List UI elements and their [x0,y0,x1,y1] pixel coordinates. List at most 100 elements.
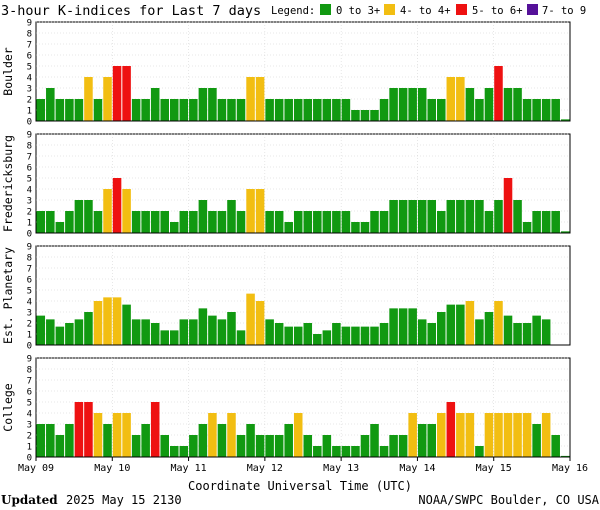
k-index-bar [112,66,122,121]
k-index-bar [417,200,427,233]
k-index-bar [141,319,150,345]
k-index-bar [322,435,332,457]
k-index-bar [532,424,541,457]
k-index-bar [74,200,84,233]
k-index-bar [551,435,560,457]
k-index-bar [475,99,484,121]
k-index-bar [322,211,332,233]
k-index-bar [522,222,532,233]
k-index-bar [389,435,398,457]
y-tick-label: 5 [27,399,32,409]
y-tick-label: 5 [27,175,32,185]
k-index-bar [179,211,189,233]
k-index-bar [503,178,513,233]
k-index-bar [360,110,370,121]
k-index-bar [255,189,265,233]
k-index-bar [398,308,408,345]
k-index-bar [408,308,417,345]
y-tick-label: 6 [27,164,32,174]
y-tick-label: 2 [27,432,32,442]
k-index-bar [456,304,465,345]
y-tick-label: 7 [27,377,32,387]
k-index-bar [93,413,103,457]
y-tick-label: 3 [27,309,32,319]
x-tick-label: May 14 [399,463,435,474]
k-index-bar [170,446,179,457]
k-index-bar [456,413,465,457]
k-index-bar [189,435,198,457]
k-index-bar [74,99,84,121]
y-tick-label: 4 [27,74,32,84]
k-index-bar [55,99,65,121]
k-index-bar [560,119,570,121]
k-index-bar [389,308,398,345]
k-index-bar [532,99,541,121]
y-tick-label: 9 [27,131,32,141]
k-index-bar [198,88,208,121]
k-index-bar [446,77,456,121]
k-index-bar [274,435,284,457]
k-index-bar [351,326,360,345]
k-index-bar [284,326,293,345]
k-index-bar [408,200,417,233]
k-index-bar [541,211,551,233]
y-tick-label: 4 [27,410,32,420]
k-index-bar [532,211,541,233]
k-index-bar [370,211,379,233]
k-index-bar [475,446,484,457]
k-index-bar [284,424,293,457]
k-index-bar [513,323,522,345]
k-index-bar [131,211,141,233]
k-index-bar [150,88,160,121]
k-index-bar [236,211,246,233]
k-index-bar [351,110,360,121]
station-label: College [1,383,15,432]
y-tick-label: 5 [27,287,32,297]
x-axis-label: Coordinate Universal Time (UTC) [188,479,412,493]
k-index-bar [332,323,341,345]
k-index-bar [341,326,351,345]
k-index-bar [246,189,255,233]
y-tick-label: 8 [27,254,32,264]
k-index-bar [494,301,503,345]
k-index-bar [360,222,370,233]
k-index-bar [236,435,246,457]
k-index-bar [417,424,427,457]
y-tick-label: 0 [27,342,32,352]
y-tick-label: 8 [27,142,32,152]
k-index-bar [198,200,208,233]
k-index-bar [160,435,169,457]
k-index-bar [46,88,55,121]
k-index-bar [217,99,227,121]
k-index-bar [265,99,274,121]
k-index-bar [170,222,179,233]
k-index-bar [465,88,475,121]
k-index-bar [560,231,570,233]
k-index-bar [475,200,484,233]
x-tick-label: May 11 [171,463,207,474]
k-index-bar [370,110,379,121]
k-index-bar [313,211,322,233]
k-index-bar [112,413,122,457]
k-index-bar [150,211,160,233]
k-index-bar [484,413,494,457]
k-index-bar [475,319,484,345]
k-index-bar [427,200,436,233]
k-index-bar [227,200,236,233]
k-index-bar [427,323,436,345]
x-tick-label: May 10 [94,463,130,474]
k-index-bar [551,99,560,121]
y-tick-label: 2 [27,208,32,218]
y-tick-label: 5 [27,63,32,73]
k-index-bar [293,326,303,345]
y-tick-label: 7 [27,41,32,51]
k-index-bar [93,99,103,121]
legend-swatch-purple [527,4,538,15]
k-index-bar [189,319,198,345]
k-index-bar [255,301,265,345]
k-index-bar [503,413,513,457]
k-index-bar [55,435,65,457]
k-index-bar [303,323,313,345]
station-label: Est. Planetary [1,247,15,344]
